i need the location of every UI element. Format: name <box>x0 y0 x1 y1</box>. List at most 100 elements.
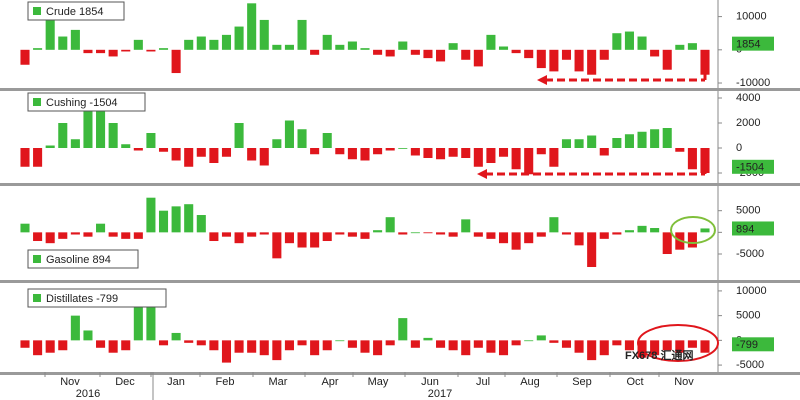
bar <box>360 148 370 161</box>
bar <box>58 36 68 50</box>
bar <box>196 148 206 157</box>
bar <box>398 232 408 235</box>
bar <box>612 138 622 148</box>
bar <box>587 340 597 361</box>
bar <box>284 340 294 351</box>
bar <box>398 318 408 341</box>
bar <box>184 39 194 50</box>
bar <box>385 148 395 151</box>
bar <box>599 232 609 239</box>
panel-separator <box>0 183 800 186</box>
bar <box>448 232 458 237</box>
bar <box>209 340 219 351</box>
bar <box>247 3 257 50</box>
legend-box <box>27 249 139 269</box>
bar <box>410 232 420 234</box>
bar <box>624 340 634 351</box>
bar <box>410 340 420 348</box>
bar <box>448 340 458 351</box>
bar <box>133 39 143 50</box>
bar <box>272 139 282 148</box>
bar <box>650 129 660 148</box>
bar <box>624 31 634 50</box>
annotation-arrowhead <box>477 169 487 179</box>
bar <box>360 48 370 50</box>
bar <box>310 232 320 248</box>
bar <box>108 232 118 237</box>
bar <box>96 223 106 233</box>
bar <box>587 135 597 148</box>
value-tag-label: 894 <box>736 223 754 235</box>
bar <box>561 49 572 60</box>
bar <box>461 340 471 356</box>
bar <box>498 148 509 157</box>
bar <box>83 49 93 54</box>
legend-swatch <box>33 98 41 106</box>
x-tick-label: Apr <box>321 376 338 388</box>
bar <box>436 49 446 62</box>
y-tick-label: 4000 <box>736 92 760 104</box>
bar <box>322 133 332 148</box>
bar <box>234 26 244 50</box>
bar <box>70 29 80 50</box>
bar <box>121 232 131 239</box>
bar <box>700 228 710 233</box>
bar <box>624 230 634 233</box>
bar <box>360 232 370 239</box>
bar <box>524 148 534 175</box>
bar <box>297 129 307 148</box>
bar <box>574 49 584 72</box>
bar <box>108 123 118 148</box>
legend-swatch <box>33 7 41 15</box>
bar <box>436 232 446 235</box>
bar <box>473 340 483 348</box>
bar <box>158 340 169 346</box>
bar <box>536 232 546 237</box>
x-tick-label: Jan <box>167 376 185 388</box>
x-tick-label: Sep <box>572 376 592 388</box>
x-tick-label: Aug <box>520 376 540 388</box>
legend-label: Distillates -799 <box>46 293 118 305</box>
bar <box>335 232 345 235</box>
annotation-circle <box>670 216 716 244</box>
bar <box>196 215 206 233</box>
value-tag-label: -1504 <box>736 162 764 174</box>
bar <box>335 340 345 342</box>
bar <box>536 335 546 341</box>
legend-label: Gasoline 894 <box>46 254 111 266</box>
y-tick-label: -5000 <box>736 359 764 371</box>
bar <box>662 49 672 70</box>
panel-separator <box>0 88 800 91</box>
bar <box>436 148 446 160</box>
bar <box>612 232 622 235</box>
bar <box>662 340 672 351</box>
bar <box>121 49 131 52</box>
x-tick-label: Oct <box>626 376 643 388</box>
bar <box>662 232 672 255</box>
bar <box>650 340 660 356</box>
value-tag-label: 1854 <box>736 39 760 51</box>
bar <box>373 148 383 155</box>
y-tick-label: -10000 <box>736 77 770 89</box>
bar <box>221 148 232 157</box>
value-tag <box>732 221 774 236</box>
bar <box>58 232 68 239</box>
bar <box>423 337 433 341</box>
bar <box>297 340 307 346</box>
bar <box>146 303 156 341</box>
bar <box>587 232 597 268</box>
bar <box>196 340 206 346</box>
bar <box>498 340 509 356</box>
bar <box>549 217 559 233</box>
y-tick-label: 10000 <box>736 11 767 23</box>
bar <box>347 340 357 348</box>
bar <box>247 232 257 237</box>
bar <box>549 49 559 72</box>
bar <box>158 148 169 152</box>
bar <box>423 232 433 234</box>
x-tick-label: Mar <box>269 376 288 388</box>
value-tag-label: -799 <box>736 339 758 351</box>
bar <box>221 232 232 237</box>
value-tag <box>732 337 774 352</box>
